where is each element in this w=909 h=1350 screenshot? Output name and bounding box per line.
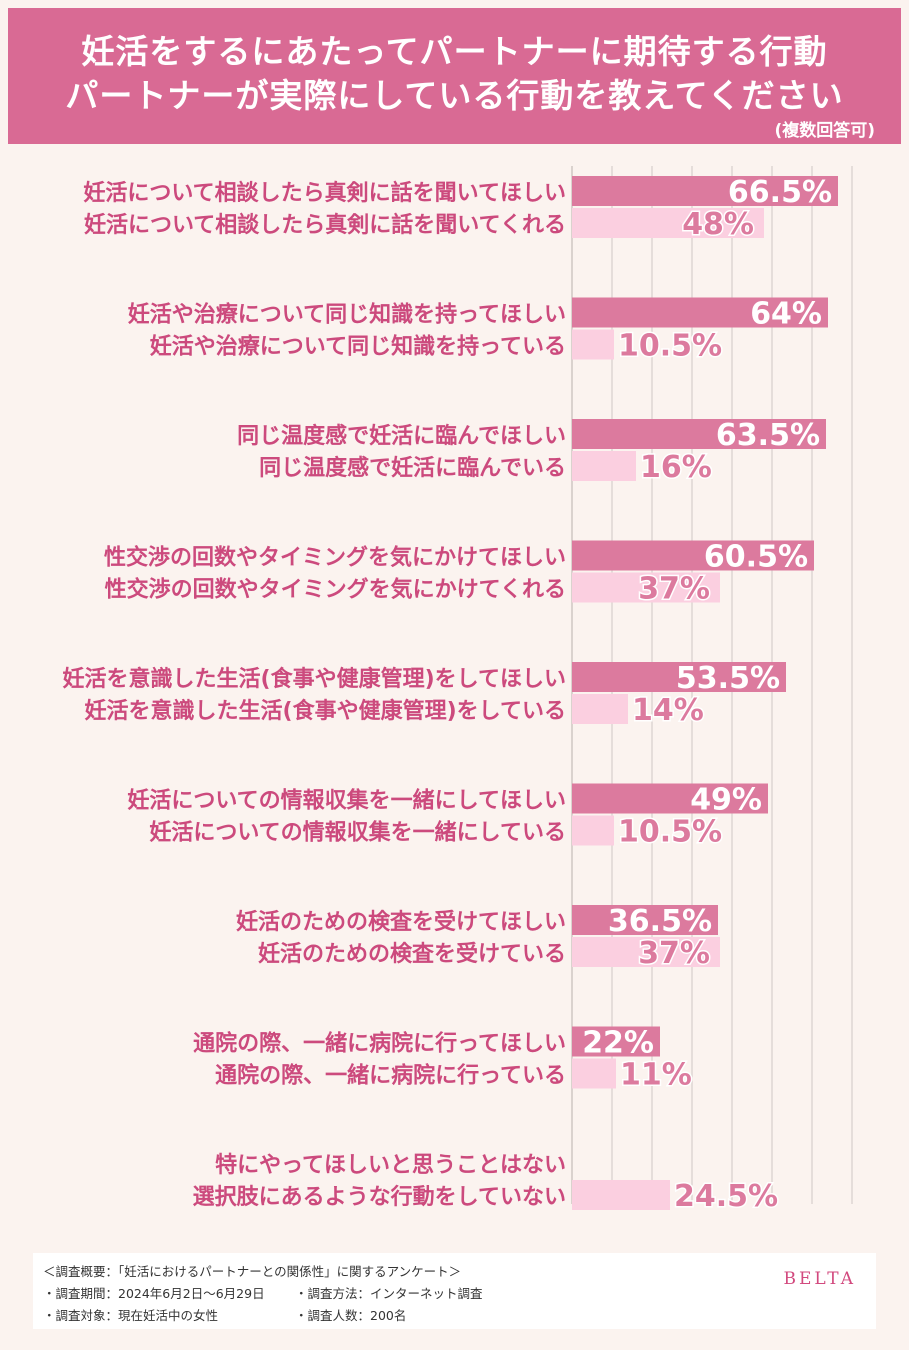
actual-label: 妊活について相談したら真剣に話を聞いてくれる [84,212,566,238]
actual-label: 性交渉の回数やタイミングを気にかけてくれる [105,577,566,603]
value-label: 63.5% [716,418,820,453]
value-label: 11% [620,1058,692,1093]
expect-label: 妊活を意識した生活(食事や健康管理)をしてほしい [63,666,566,692]
survey-target: ・調査対象：現在妊活中の女性 [43,1308,219,1323]
survey-period: ・調査期間：2024年6月2日〜6月29日 [43,1286,265,1301]
actual-bar [572,329,614,360]
multiple-answer-note: (複数回答可) [774,121,875,141]
survey-method: ・調査方法：インターネット調査 [295,1286,483,1301]
survey-count: ・調査人数：200名 [295,1308,407,1323]
expect-label: 妊活について相談したら真剣に話を聞いてほしい [83,180,566,206]
expect-label: 特にやってほしいと思うことはない [215,1152,566,1178]
actual-bar [572,451,636,481]
value-label: 48% [682,207,754,242]
value-label: 64% [750,297,822,332]
title-banner: 妊活をするにあたってパートナーに期待する行動 パートナーが実際にしている行動を教… [8,8,901,144]
expect-bar [572,783,768,814]
value-label: 53.5% [676,661,780,696]
value-label: 16% [640,450,712,485]
actual-bar [572,208,764,238]
expect-label: 妊活のための検査を受けてほしい [236,909,566,935]
value-label: 14% [632,693,704,728]
expect-label: 同じ温度感で妊活に臨んでほしい [237,423,566,449]
actual-label: 選択肢にあるような行動をしていない [193,1184,566,1210]
expect-bar [572,662,786,692]
expect-label: 妊活や治療について同じ知識を持ってほしい [128,302,566,328]
actual-bar [572,1058,616,1089]
value-label: 66.5% [728,175,832,210]
value-label: 24.5% [674,1179,778,1214]
brand-logo: BELTA [783,1269,856,1289]
chart-title-line2: パートナーが実際にしている行動を教えてください [65,76,844,115]
actual-label: 妊活についての情報収集を一緒にしている [149,820,566,846]
expect-bar [572,540,814,571]
actual-bar [572,694,628,724]
actual-label: 妊活のための検査を受けている [258,941,566,967]
expect-bar [572,297,828,328]
expect-bar [572,1026,660,1057]
expect-label: 妊活についての情報収集を一緒にしてほしい [127,788,566,814]
actual-bar [572,815,614,846]
actual-label: 妊活や治療について同じ知識を持っている [150,334,566,360]
expect-bar [572,905,718,935]
survey-info-box: ＜調査概要：「妊活におけるパートナーとの関係性」に関するアンケート＞ ・調査期間… [33,1253,876,1329]
value-label: 60.5% [704,540,808,575]
value-label: 36.5% [608,904,712,939]
actual-bar [572,572,720,603]
actual-label: 通院の際、一緒に病院に行っている [215,1063,566,1089]
actual-bar [572,937,720,967]
value-label: 37% [638,572,710,607]
value-label: 37% [638,936,710,971]
value-label: 10.5% [618,329,722,364]
value-label: 49% [690,783,762,818]
actual-label: 同じ温度感で妊活に臨んでいる [259,455,566,481]
value-label: 10.5% [618,815,722,850]
expect-label: 通院の際、一緒に病院に行ってほしい [193,1031,566,1057]
horizontal-bar-chart: 妊活について相談したら真剣に話を聞いてほしい 66.5% 妊活について相談したら真剣… [63,166,853,1216]
value-label: 22% [582,1026,654,1061]
survey-overview: ＜調査概要：「妊活におけるパートナーとの関係性」に関するアンケート＞ [43,1264,462,1279]
actual-bar [572,1180,670,1210]
expect-bar [572,176,838,206]
expect-label: 性交渉の回数やタイミングを気にかけてほしい [104,545,566,571]
expect-bar [572,419,826,449]
chart-title-line1: 妊活をするにあたってパートナーに期待する行動 [81,32,828,71]
actual-label: 妊活を意識した生活(食事や健康管理)をしている [85,698,566,724]
